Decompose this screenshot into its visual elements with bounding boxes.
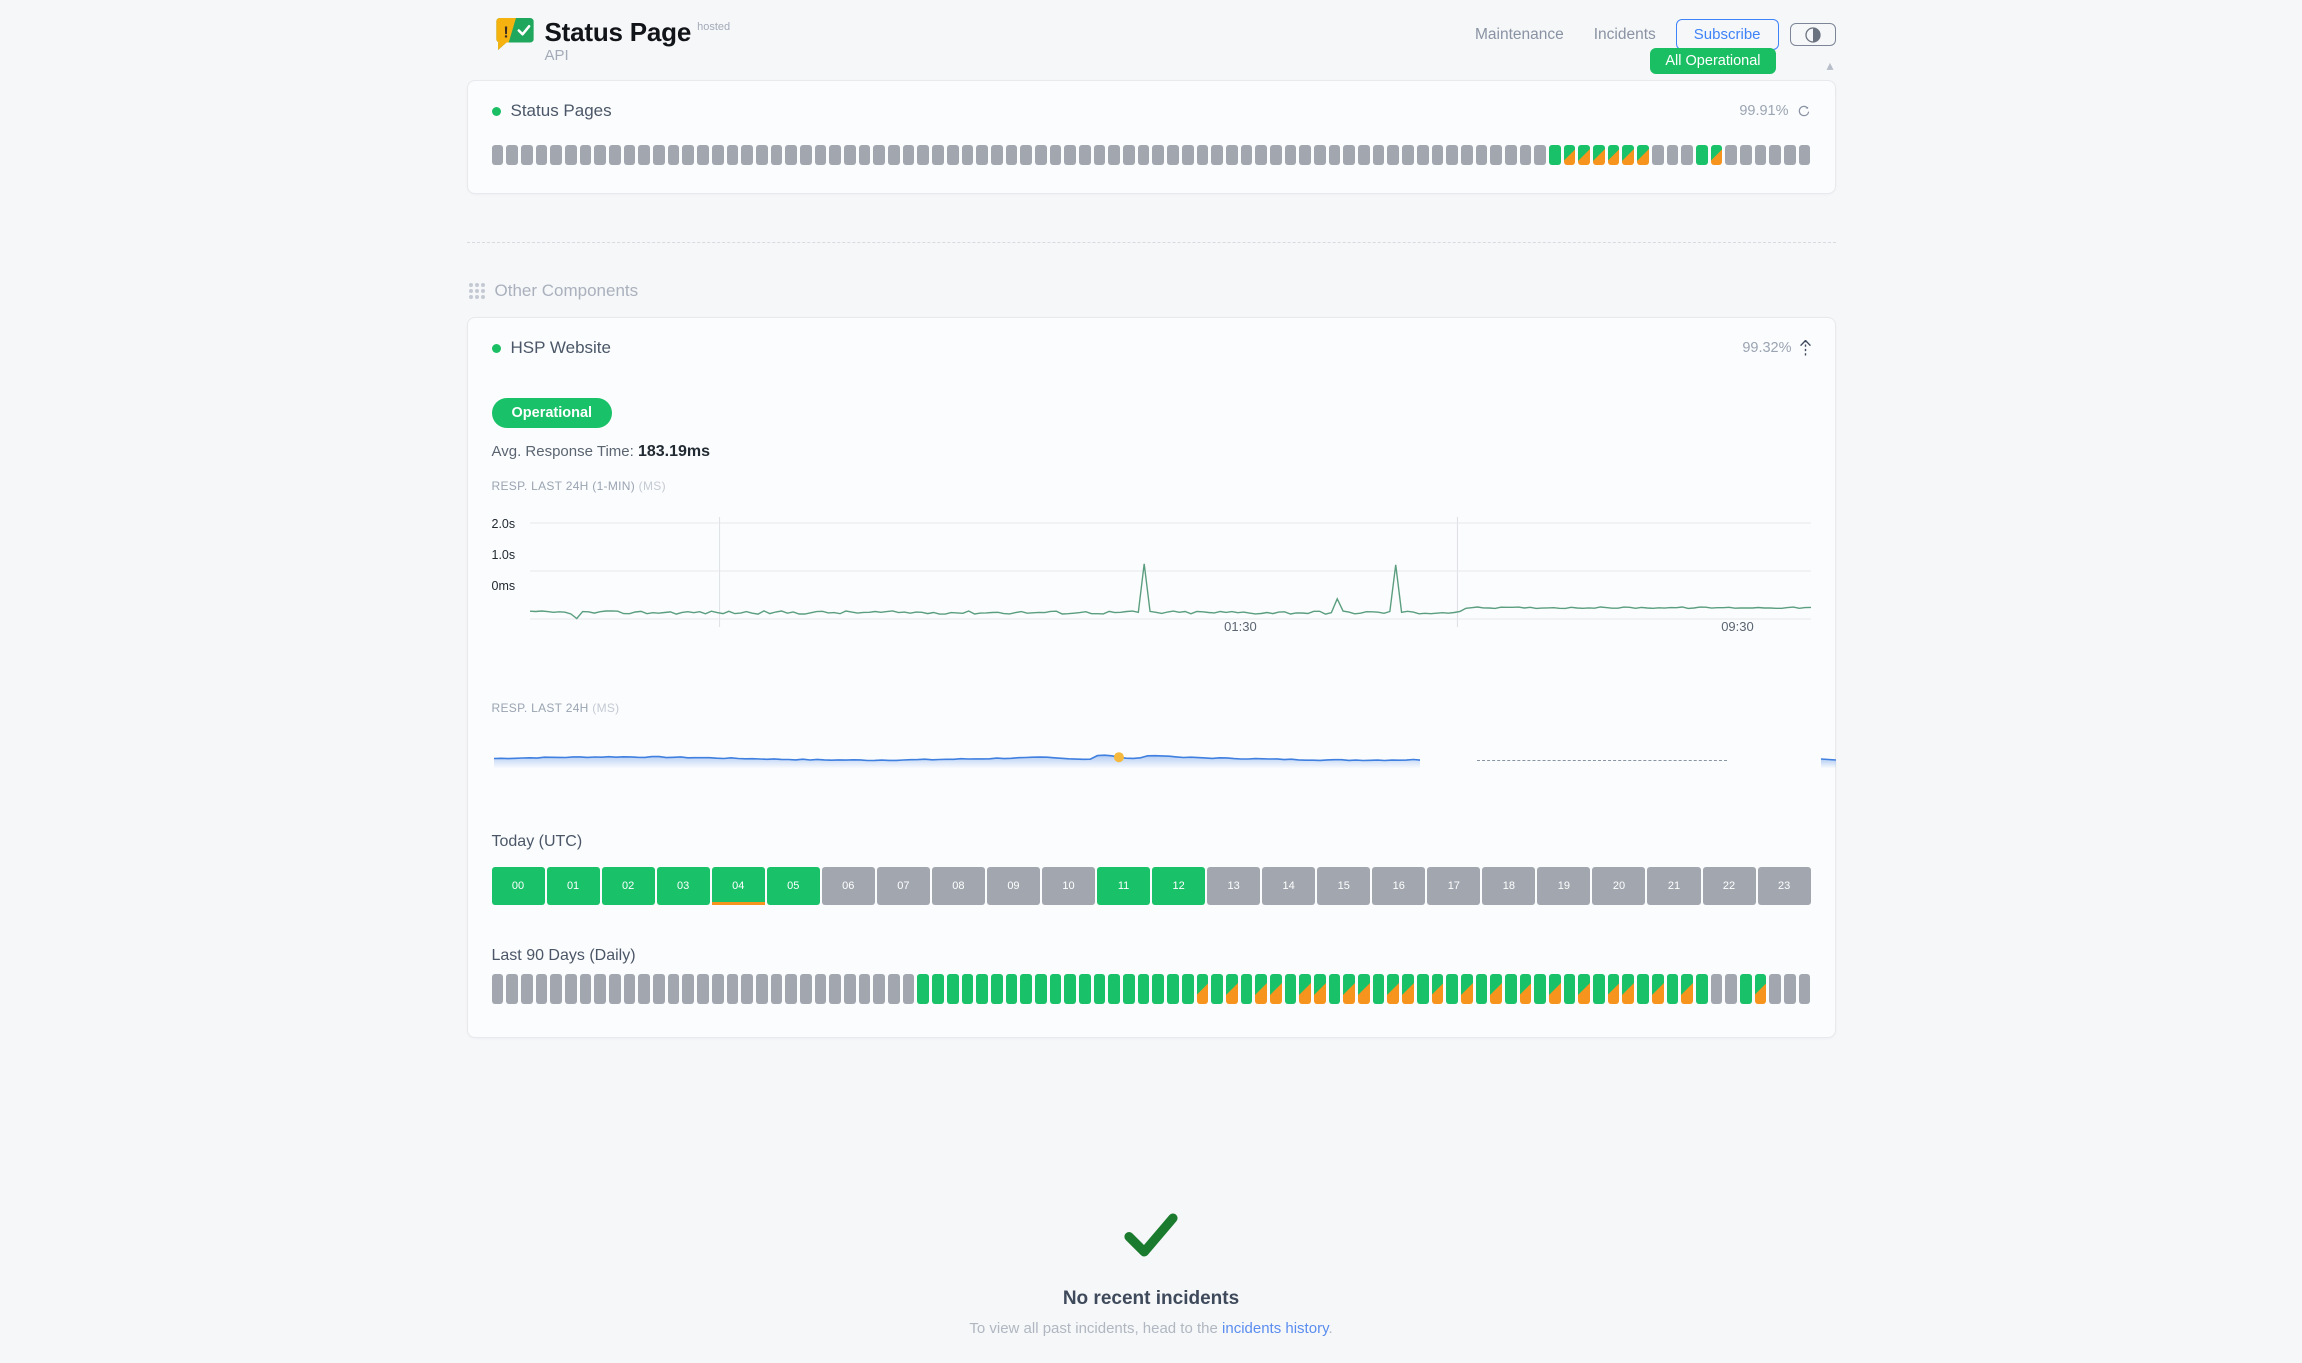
svg-text:!: ! [503, 24, 508, 41]
